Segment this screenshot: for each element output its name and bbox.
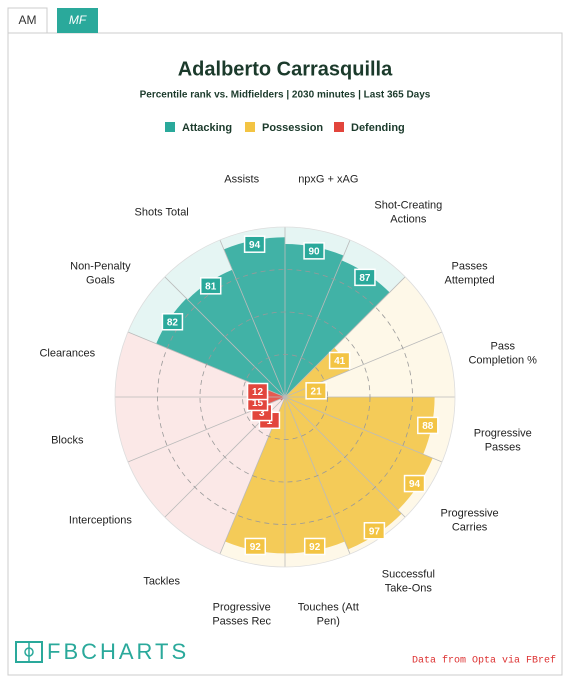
value-label: 12 bbox=[252, 387, 264, 398]
bar bbox=[156, 298, 285, 397]
category-label: Non-Penalty Goals bbox=[70, 261, 131, 287]
tab[interactable] bbox=[7, 7, 48, 34]
value-box bbox=[363, 522, 386, 540]
category-label: Shots Total bbox=[135, 206, 189, 218]
value-box bbox=[303, 537, 326, 556]
category-label: Progressive Passes bbox=[474, 427, 532, 453]
bar bbox=[285, 397, 435, 455]
category-label: Passes Attempted bbox=[445, 261, 495, 287]
value-label: 1 bbox=[267, 416, 273, 427]
category-label: Progressive Carries bbox=[441, 507, 499, 533]
value-box bbox=[246, 382, 269, 401]
value-label: 92 bbox=[309, 542, 321, 553]
value-box bbox=[403, 474, 426, 493]
spoke bbox=[284, 276, 406, 398]
tab-label[interactable]: MF bbox=[69, 13, 87, 27]
value-label: 21 bbox=[311, 386, 323, 397]
legend-swatch bbox=[245, 122, 255, 132]
value-box bbox=[243, 235, 266, 253]
chart-subtitle: Percentile rank vs. Midfielders | 2030 m… bbox=[140, 90, 431, 101]
brand-icon bbox=[15, 641, 43, 663]
category-label: Clearances bbox=[39, 348, 95, 360]
category-label: Shot-Creating Actions bbox=[374, 199, 442, 225]
value-label: 97 bbox=[369, 526, 381, 537]
sector-bg bbox=[115, 397, 285, 463]
ring bbox=[242, 354, 328, 440]
value-box bbox=[328, 351, 351, 370]
value-label: 87 bbox=[359, 273, 371, 284]
category-label: Tackles bbox=[143, 575, 180, 587]
value-label: 88 bbox=[422, 421, 434, 432]
value-box bbox=[417, 416, 439, 435]
sector-bg bbox=[127, 397, 285, 518]
category-label: Progressive Passes Rec bbox=[212, 602, 271, 628]
legend-label: Attacking bbox=[182, 122, 232, 134]
value-label: 3 bbox=[259, 408, 265, 419]
bars bbox=[156, 237, 435, 554]
bar bbox=[225, 397, 285, 554]
value-label: 15 bbox=[252, 398, 264, 409]
value-label: 94 bbox=[249, 240, 261, 251]
category-label: Blocks bbox=[51, 434, 84, 446]
grid bbox=[114, 226, 456, 568]
chart-title: Adalberto Carrasquilla bbox=[178, 58, 393, 80]
bar bbox=[285, 397, 402, 550]
value-box bbox=[354, 268, 376, 287]
value-label: 81 bbox=[205, 281, 217, 292]
value-label: 94 bbox=[409, 479, 421, 490]
bar bbox=[285, 397, 345, 554]
value-box bbox=[305, 382, 327, 400]
category-label: Pass Completion % bbox=[468, 341, 537, 367]
bar bbox=[187, 269, 285, 397]
value-label: 92 bbox=[250, 542, 262, 553]
ring-outer bbox=[114, 226, 456, 568]
bar bbox=[285, 260, 390, 397]
tab-label[interactable]: AM bbox=[19, 13, 37, 27]
bar bbox=[285, 244, 344, 397]
sector-bg bbox=[285, 331, 455, 397]
value-box bbox=[161, 313, 184, 331]
value-label: 82 bbox=[167, 317, 179, 328]
value-label: 41 bbox=[334, 356, 346, 367]
bar bbox=[285, 397, 433, 510]
sector-bg bbox=[164, 397, 285, 555]
brand: FBCHARTS bbox=[47, 639, 189, 664]
category-label: Successful Take-Ons bbox=[382, 568, 435, 594]
spoke bbox=[284, 396, 443, 463]
legend-swatch bbox=[165, 122, 175, 132]
value-box bbox=[199, 277, 222, 295]
ring bbox=[199, 311, 371, 483]
source: Data from Opta via FBref bbox=[412, 655, 556, 667]
sector-bg bbox=[115, 331, 285, 397]
category-label: Assists bbox=[224, 173, 259, 185]
spoke bbox=[219, 239, 286, 398]
category-label: Touches (Att Pen) bbox=[298, 602, 359, 628]
legend-label: Defending bbox=[351, 122, 405, 134]
tab-active[interactable] bbox=[57, 8, 98, 33]
ring bbox=[157, 269, 413, 525]
value-label: 90 bbox=[309, 247, 321, 258]
category-label: Interceptions bbox=[69, 514, 132, 526]
legend-label: Possession bbox=[262, 122, 323, 134]
legend-swatch bbox=[334, 122, 344, 132]
value-box bbox=[244, 537, 267, 556]
value-box bbox=[303, 242, 325, 260]
category-label: npxG + xAG bbox=[298, 173, 358, 185]
